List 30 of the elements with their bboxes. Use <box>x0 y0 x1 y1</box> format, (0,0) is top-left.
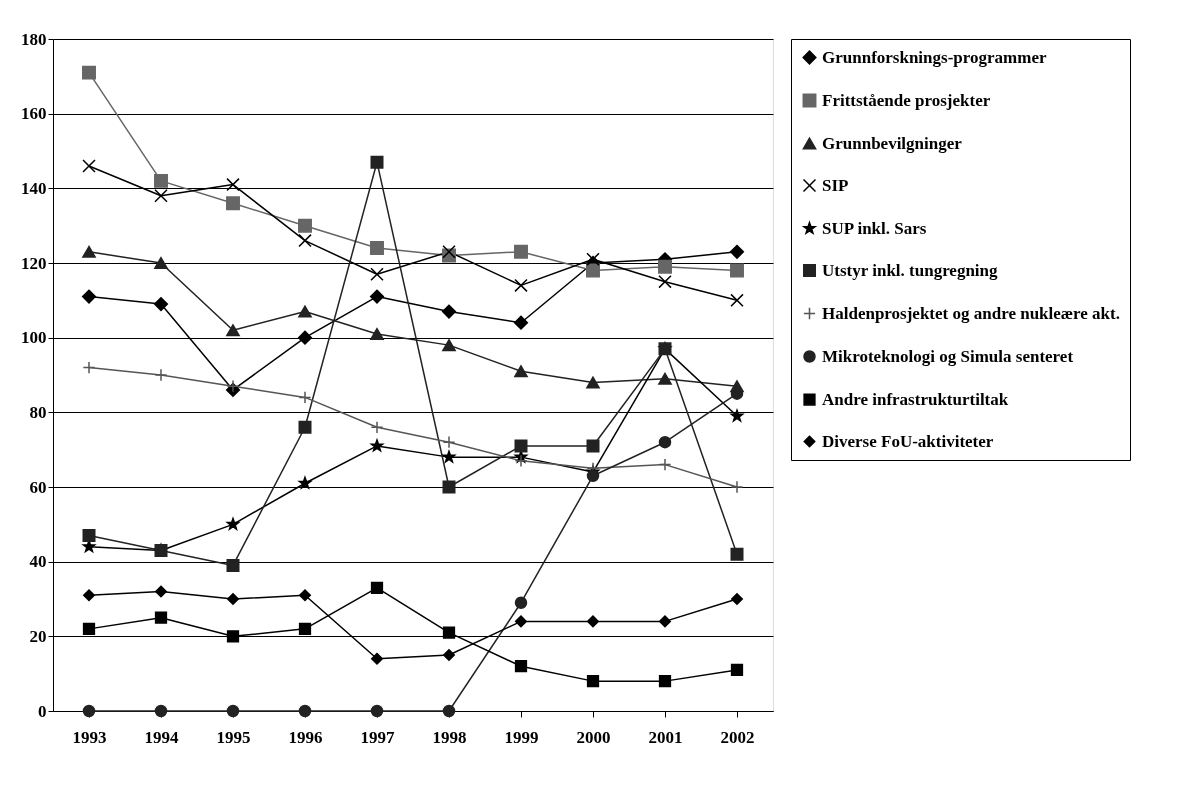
y-tick-label: 60 <box>29 477 47 497</box>
y-tick-label: 140 <box>21 178 47 198</box>
x-tick-label: 1994 <box>144 727 179 747</box>
y-tick-label: 180 <box>21 29 47 49</box>
x-tick-label: 1993 <box>72 727 107 747</box>
y-tick-label: 160 <box>21 104 47 124</box>
legend-label: Diverse FoU-aktiviteter <box>822 431 994 451</box>
legend-label: Mikroteknologi og Simula senteret <box>822 346 1074 366</box>
x-tick-label: 1996 <box>288 727 323 747</box>
y-tick-label: 20 <box>29 626 47 646</box>
x-tick-label: 2001 <box>648 727 683 747</box>
y-tick-label: 80 <box>29 402 47 422</box>
x-tick-label: 1999 <box>504 727 539 747</box>
y-tick-label: 100 <box>21 328 47 348</box>
legend-label: SUP inkl. Sars <box>822 218 927 238</box>
y-tick-label: 40 <box>29 552 47 572</box>
x-tick-label: 2000 <box>576 727 611 747</box>
x-tick-label: 1995 <box>216 727 251 747</box>
legend-label: Utstyr inkl. tungregning <box>822 260 999 280</box>
legend-label: Haldenprosjektet og andre nukleære akt. <box>822 303 1120 323</box>
x-tick-label: 1997 <box>360 727 395 747</box>
y-tick-label: 0 <box>38 701 47 721</box>
legend-label: Grunnforsknings-programmer <box>822 47 1047 67</box>
legend-label: SIP <box>822 175 849 195</box>
x-tick-label: 2002 <box>720 727 755 747</box>
x-tick-label: 1998 <box>432 727 467 747</box>
y-tick-label: 120 <box>21 253 47 273</box>
legend-label: Frittstående prosjekter <box>822 90 991 110</box>
legend-label: Grunnbevilgninger <box>822 133 963 153</box>
legend-label: Andre infrastrukturtiltak <box>822 389 1009 409</box>
